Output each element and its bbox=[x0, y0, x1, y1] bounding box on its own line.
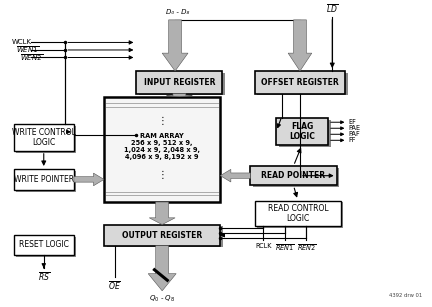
Polygon shape bbox=[74, 173, 104, 186]
Bar bbox=[14, 124, 74, 151]
Text: OFFSET REGISTER: OFFSET REGISTER bbox=[261, 78, 339, 87]
Text: Q$_0$ - Q$_8$: Q$_0$ - Q$_8$ bbox=[149, 294, 175, 304]
Text: $\overline{REN2}$: $\overline{REN2}$ bbox=[297, 243, 316, 253]
Text: PAF: PAF bbox=[349, 131, 360, 137]
Polygon shape bbox=[148, 246, 176, 291]
Text: FF: FF bbox=[349, 137, 356, 143]
Text: OUTPUT REGISTER: OUTPUT REGISTER bbox=[122, 231, 202, 240]
Text: ⋮: ⋮ bbox=[157, 170, 167, 180]
Text: RCLK: RCLK bbox=[255, 243, 272, 249]
Bar bbox=[14, 235, 74, 255]
Bar bbox=[257, 73, 348, 95]
Polygon shape bbox=[166, 94, 192, 97]
Bar bbox=[16, 126, 76, 153]
Bar bbox=[257, 202, 343, 228]
Bar bbox=[137, 71, 222, 94]
Bar bbox=[139, 73, 225, 95]
Text: WRITE POINTER: WRITE POINTER bbox=[14, 175, 74, 184]
Text: EF: EF bbox=[349, 119, 356, 125]
Bar bbox=[255, 200, 341, 226]
Text: WCLK: WCLK bbox=[12, 39, 32, 45]
Bar bbox=[276, 118, 328, 145]
Bar bbox=[16, 237, 76, 257]
Text: READ POINTER: READ POINTER bbox=[261, 171, 326, 180]
Bar bbox=[104, 97, 220, 202]
Text: READ CONTROL
LOGIC: READ CONTROL LOGIC bbox=[267, 204, 328, 223]
Polygon shape bbox=[220, 169, 251, 182]
Bar bbox=[255, 71, 345, 94]
Bar bbox=[16, 171, 76, 192]
Text: $\overline{RS}$: $\overline{RS}$ bbox=[38, 271, 50, 283]
Text: RESET LOGIC: RESET LOGIC bbox=[19, 240, 69, 249]
Polygon shape bbox=[149, 202, 175, 225]
Bar bbox=[279, 119, 330, 147]
Bar bbox=[14, 169, 74, 190]
Text: FLAG
LOGIC: FLAG LOGIC bbox=[289, 122, 315, 141]
Polygon shape bbox=[288, 20, 312, 71]
Text: $\overline{LD}$: $\overline{LD}$ bbox=[326, 3, 338, 15]
Polygon shape bbox=[162, 20, 188, 71]
Bar bbox=[251, 166, 337, 185]
Text: 4392 drw 01: 4392 drw 01 bbox=[389, 293, 422, 298]
Text: WRITE CONTROL
LOGIC: WRITE CONTROL LOGIC bbox=[12, 128, 76, 147]
Text: D₀ - D₈: D₀ - D₈ bbox=[165, 9, 189, 15]
Text: $\overline{WEN2}$: $\overline{WEN2}$ bbox=[20, 52, 43, 63]
Text: PAE: PAE bbox=[349, 125, 361, 131]
Text: INPUT REGISTER: INPUT REGISTER bbox=[144, 78, 215, 87]
Text: $\overline{OE}$: $\overline{OE}$ bbox=[108, 280, 121, 292]
Text: ⋮: ⋮ bbox=[157, 116, 167, 126]
Bar bbox=[253, 168, 339, 187]
Text: RAM ARRAY
256 x 9, 512 x 9,
1,024 x 9, 2,048 x 9,
4,096 x 9, 8,192 x 9: RAM ARRAY 256 x 9, 512 x 9, 1,024 x 9, 2… bbox=[124, 133, 200, 160]
Bar bbox=[107, 226, 223, 247]
Text: $\overline{REN1}$: $\overline{REN1}$ bbox=[275, 243, 295, 253]
Text: $\overline{WEN1}$: $\overline{WEN1}$ bbox=[16, 45, 39, 55]
Bar bbox=[104, 225, 220, 246]
